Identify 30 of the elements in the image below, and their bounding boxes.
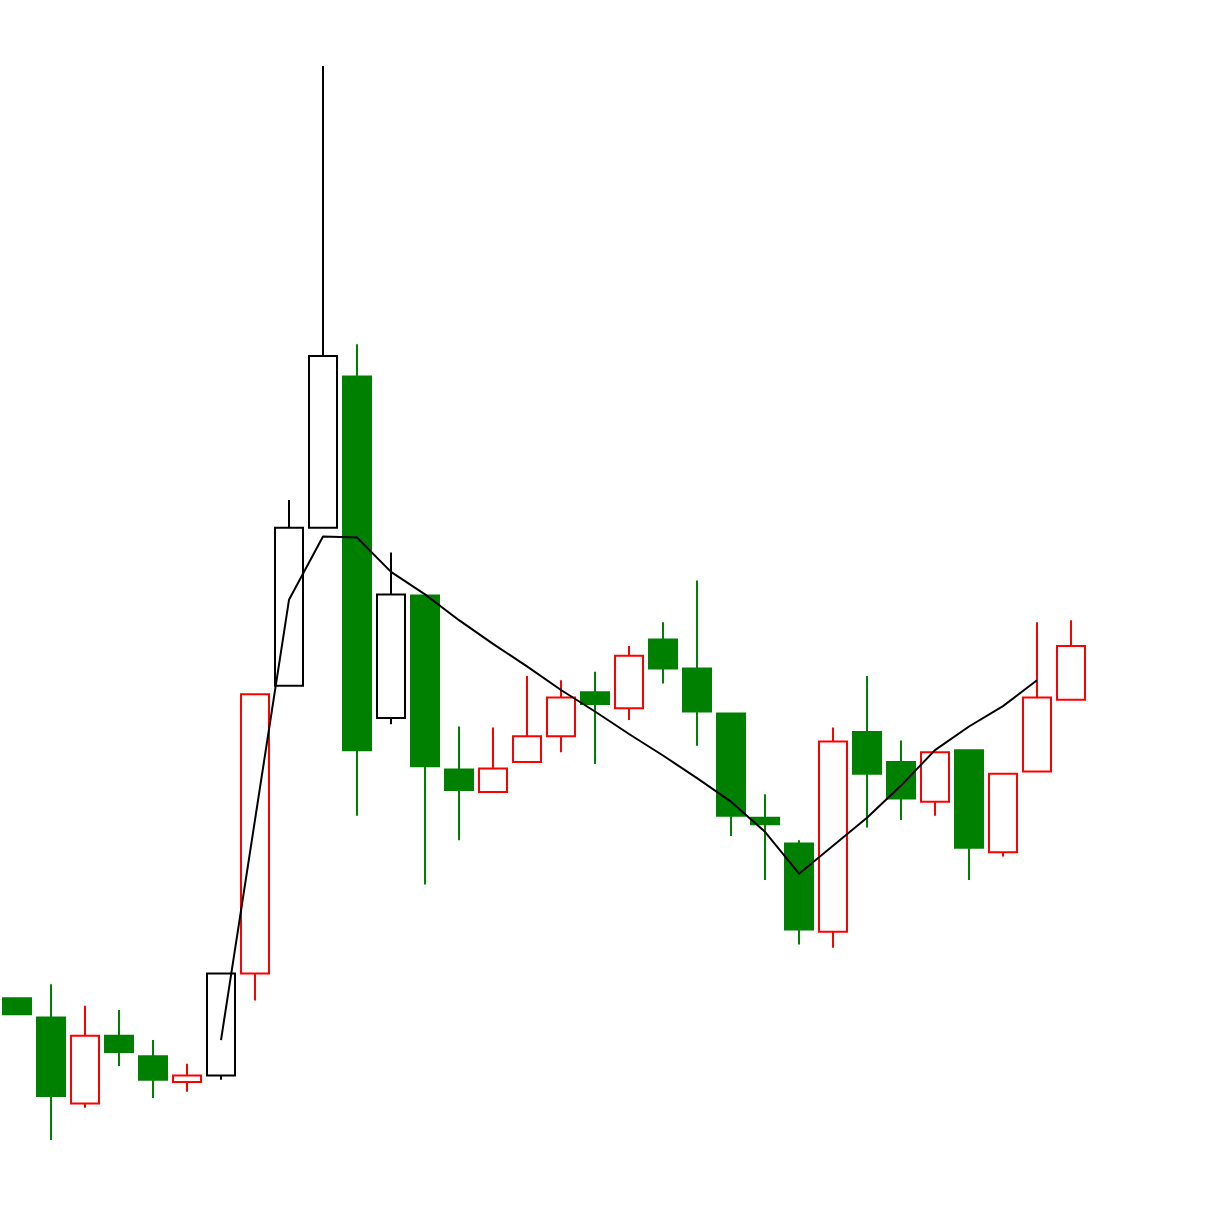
- candlestick: [920, 751, 950, 817]
- candlestick: [682, 579, 712, 747]
- candlestick: [36, 983, 66, 1141]
- candlestick: [172, 1062, 202, 1093]
- candlestick: [512, 675, 542, 763]
- candlestick: [784, 839, 814, 946]
- candlestick: [954, 749, 984, 882]
- candlestick: [104, 1009, 134, 1067]
- candlestick: [750, 793, 780, 882]
- candlestick: [988, 772, 1018, 858]
- candlestick: [580, 670, 610, 766]
- candlestick: [716, 712, 746, 838]
- candlestick: [1022, 621, 1052, 773]
- candlestick: [308, 65, 338, 529]
- candlestick: [444, 725, 474, 842]
- candlestick: [648, 621, 678, 685]
- candlestick: [614, 644, 644, 722]
- candlestick: [410, 594, 440, 886]
- candlestick: [546, 679, 576, 754]
- candlestick: [376, 551, 406, 726]
- candlestick: [818, 726, 848, 949]
- candlestick: [342, 343, 372, 817]
- candlestick: [1056, 619, 1086, 701]
- candlestick: [478, 726, 508, 794]
- candlestick: [852, 675, 882, 829]
- candlestick: [138, 1039, 168, 1100]
- candlestick: [70, 1004, 100, 1109]
- candlestick: [886, 739, 916, 821]
- candlestick: [240, 693, 270, 1002]
- candlestick: [2, 997, 32, 1016]
